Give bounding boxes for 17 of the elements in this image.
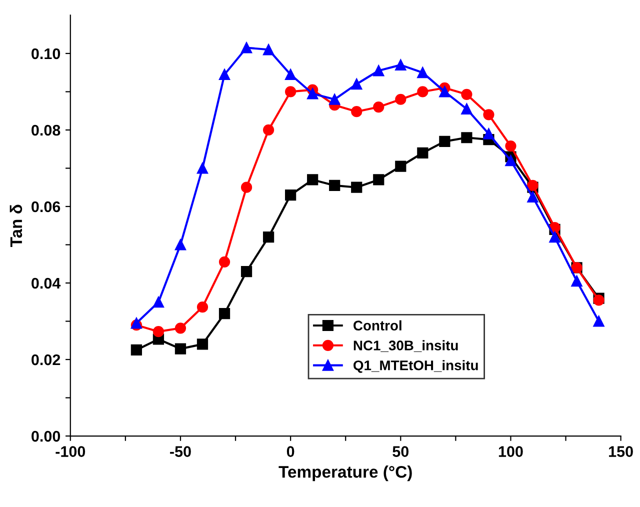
x-tick-label: 100 — [498, 446, 523, 457]
y-tick-label: 0.08 — [32, 124, 60, 136]
y-tick-label: 0.06 — [32, 201, 60, 212]
x-tick-label: 150 — [609, 446, 633, 457]
x-tick-label: 50 — [392, 446, 409, 457]
y-axis-title: Tan δ — [10, 204, 22, 247]
y-tick-label: 0.10 — [32, 48, 60, 60]
legend-label: Q1_MTEtOH_insitu — [354, 360, 478, 373]
x-tick-label: 0 — [286, 446, 294, 457]
y-tick-label: 0.00 — [32, 430, 60, 442]
x-axis-title: Temperature (°C) — [278, 466, 412, 482]
legend-label: Control — [354, 320, 402, 330]
y-tick-label: 0.02 — [32, 354, 60, 366]
y-tick-label: 0.04 — [32, 278, 61, 289]
x-tick-label: -100 — [56, 446, 86, 457]
legend-label: NC1_30B_insitu — [354, 340, 458, 352]
x-tick-label: -50 — [170, 446, 191, 457]
